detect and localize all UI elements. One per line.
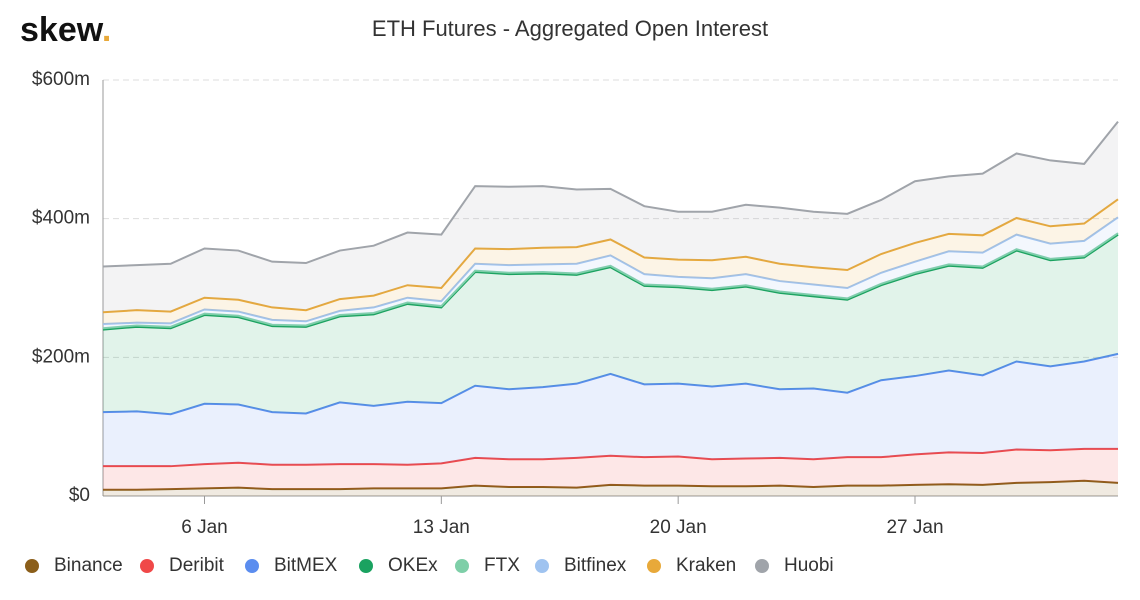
legend-marker xyxy=(455,559,469,573)
legend-label: Huobi xyxy=(784,555,834,576)
legend-marker xyxy=(25,559,39,573)
area xyxy=(103,353,1118,467)
line xyxy=(102,120,1119,268)
chart-title: ETH Futures - Aggregated Open Interest xyxy=(372,16,768,41)
area xyxy=(103,234,1118,415)
legend-label: Bitfinex xyxy=(564,555,627,576)
legend-marker xyxy=(359,559,373,573)
y-tick-label: $200m xyxy=(32,346,90,367)
legend-marker xyxy=(245,559,259,573)
line xyxy=(103,479,1119,491)
area xyxy=(103,217,1118,329)
area xyxy=(103,121,1118,313)
legend-label: Deribit xyxy=(169,555,225,576)
brand-dot: . xyxy=(102,11,111,49)
line xyxy=(102,232,1119,330)
line xyxy=(102,233,1119,331)
line xyxy=(103,447,1118,468)
area xyxy=(103,448,1118,490)
area xyxy=(103,199,1118,325)
line xyxy=(102,352,1119,416)
legend-marker xyxy=(140,559,154,573)
brand-name: skew xyxy=(20,11,104,49)
legend-label: Kraken xyxy=(676,555,736,576)
area xyxy=(103,480,1118,496)
legend-label: BitMEX xyxy=(274,555,338,576)
y-tick-label: $600m xyxy=(32,69,90,90)
y-tick-label: $400m xyxy=(32,208,90,229)
y-tick-label: $0 xyxy=(69,485,90,506)
x-tick-label: 20 Jan xyxy=(650,517,707,538)
legend-marker xyxy=(647,559,661,573)
legend-marker xyxy=(755,559,769,573)
legend-label: Binance xyxy=(54,555,123,576)
x-tick-label: 13 Jan xyxy=(413,517,470,538)
brand-logo: skew. xyxy=(20,11,111,49)
legend-label: FTX xyxy=(484,555,520,576)
legend-marker xyxy=(535,559,549,573)
line xyxy=(102,216,1119,326)
line xyxy=(102,198,1119,314)
x-tick-label: 27 Jan xyxy=(886,517,943,538)
legend-label: OKEx xyxy=(388,555,438,576)
x-tick-label: 6 Jan xyxy=(181,517,227,538)
